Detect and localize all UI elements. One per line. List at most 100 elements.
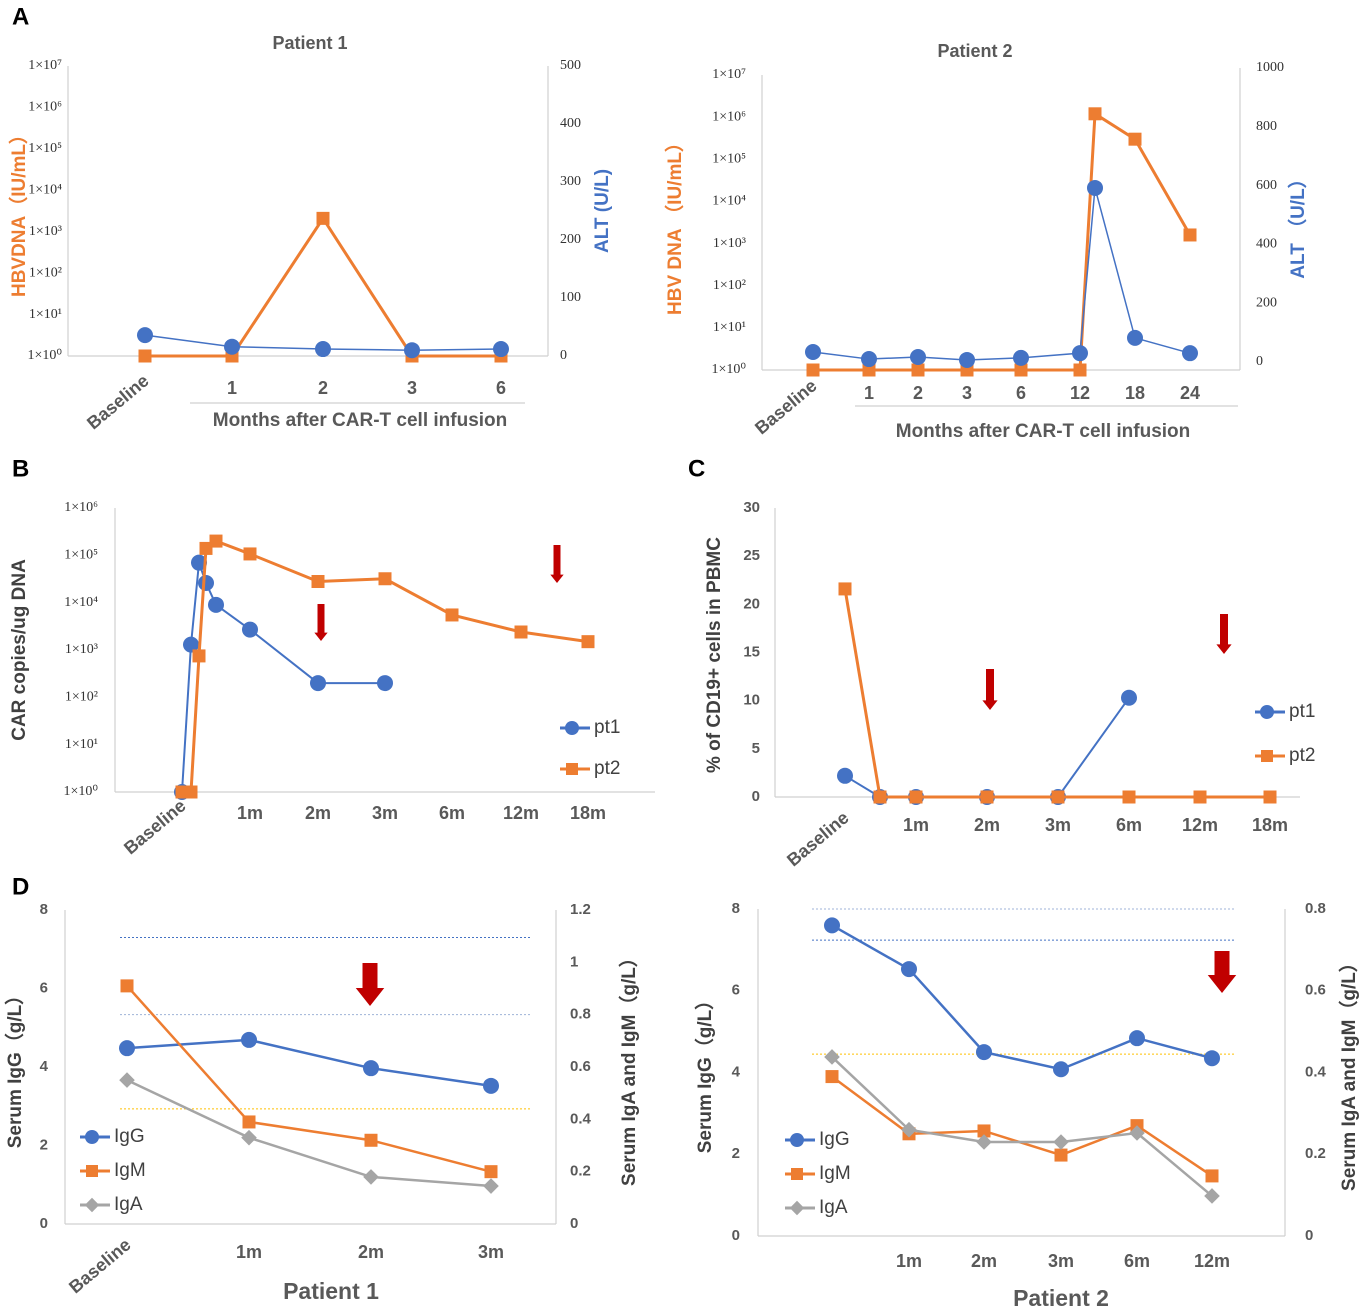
data-point [378, 572, 392, 586]
data-point [1182, 345, 1198, 362]
legend-label: IgM [819, 1163, 851, 1184]
x-tick-label: Baseline [783, 807, 853, 870]
data-point [1263, 790, 1277, 804]
x-tick-label: 24 [1180, 383, 1200, 403]
legend-marker [85, 1130, 99, 1144]
y2-tick-label: 0 [1256, 354, 1263, 369]
y-tick-label: 1×10² [713, 278, 746, 293]
y-tick-label: 0 [40, 1215, 48, 1232]
y-tick-label: 30 [743, 499, 760, 516]
x-tick-label: 6 [496, 378, 506, 398]
x-tick-label: 1m [237, 803, 263, 823]
y-tick-label: 0 [732, 1227, 740, 1244]
panel-label: D [12, 873, 29, 900]
legend-marker [790, 1133, 804, 1147]
y-tick-label: 5 [752, 740, 760, 757]
y2-tick-label: 0.6 [570, 1058, 591, 1075]
data-point [192, 649, 206, 663]
y2-tick-label: 600 [1256, 178, 1277, 193]
data-point [806, 363, 820, 377]
panel-label: A [12, 3, 29, 30]
legend-marker [566, 763, 578, 775]
data-point [1053, 1061, 1069, 1078]
y-axis-label: HBVDNA（IU/mL） [7, 125, 30, 297]
y-tick-label: 1×10³ [65, 642, 98, 657]
legend-label: IgG [819, 1129, 850, 1150]
data-point [310, 675, 326, 692]
y2-tick-label: 0.2 [570, 1163, 591, 1180]
y2-tick-label: 400 [560, 116, 581, 131]
data-point [1054, 1148, 1068, 1162]
x-tick-label: 3m [1045, 815, 1071, 835]
legend-marker [789, 1200, 805, 1216]
data-point [137, 327, 153, 344]
legend-label: IgA [114, 1194, 143, 1215]
data-point [208, 596, 224, 613]
y-tick-label: 25 [743, 547, 760, 564]
x-tick-label: 1m [896, 1251, 922, 1271]
y-tick-label: 2 [732, 1145, 740, 1162]
x-tick-label: 2m [974, 815, 1000, 835]
data-point [862, 363, 876, 377]
x-tick-label: 12m [1182, 815, 1218, 835]
y-tick-label: 2 [40, 1136, 48, 1153]
series-line [831, 1075, 1213, 1177]
x-tick-label: 18m [1252, 815, 1288, 835]
y-tick-label: 6 [732, 982, 740, 999]
y-tick-label: 1×10⁰ [63, 784, 98, 799]
series-line [181, 562, 385, 793]
data-point [976, 1134, 992, 1150]
x-axis-label: Months after CAR-T cell infusion [896, 421, 1191, 442]
legend-label: IgA [819, 1197, 848, 1218]
series-line [145, 215, 501, 358]
data-point [119, 1040, 135, 1057]
data-point [120, 979, 134, 993]
data-point [911, 363, 925, 377]
y-tick-label: 8 [40, 901, 48, 918]
data-point [1205, 1169, 1219, 1183]
x-tick-label: 18m [570, 803, 606, 823]
x-tick-label: 3 [407, 378, 417, 398]
y2-tick-label: 0 [1305, 1227, 1313, 1244]
data-point [377, 675, 393, 692]
data-point [242, 1115, 256, 1129]
data-point [1051, 790, 1065, 804]
data-point [483, 1178, 499, 1194]
chart-title: Patient 2 [937, 41, 1012, 61]
y2-tick-label: 500 [560, 58, 581, 73]
arrow [1216, 614, 1232, 654]
x-tick-label: 2m [305, 803, 331, 823]
y-tick-label: 1×10⁶ [712, 109, 746, 124]
x-tick-label: 3m [1048, 1251, 1074, 1271]
data-point [316, 211, 330, 225]
series-line [831, 1056, 1213, 1197]
series-line [844, 697, 1130, 798]
legend-marker [791, 1168, 803, 1180]
y-tick-label: 8 [732, 900, 740, 917]
data-point [224, 338, 240, 355]
y2-tick-label: 0.4 [1305, 1063, 1327, 1080]
data-point [138, 349, 152, 363]
data-point [363, 1060, 379, 1077]
data-point [1014, 363, 1028, 377]
data-point [1128, 132, 1142, 146]
data-point [980, 790, 994, 804]
y-axis-label: Serum IgG（g/L） [3, 986, 26, 1149]
data-point [404, 342, 420, 359]
x-tick-label: Baseline [83, 370, 153, 433]
y2-tick-label: 0 [570, 1215, 578, 1232]
legend-label: pt1 [594, 717, 620, 738]
y-tick-label: 1×10⁷ [712, 67, 746, 82]
data-point [514, 625, 528, 639]
data-point [209, 534, 223, 548]
data-point [901, 1121, 917, 1138]
data-point [1193, 790, 1207, 804]
data-point [1121, 689, 1137, 706]
x-tick-label: 2m [971, 1251, 997, 1271]
y-tick-label: 1×10⁰ [27, 348, 62, 363]
x-tick-label: 1m [236, 1242, 262, 1262]
data-point [483, 1077, 499, 1094]
x-axis-label: Patient 2 [1013, 1285, 1109, 1309]
y-tick-label: 1×10³ [29, 224, 62, 239]
